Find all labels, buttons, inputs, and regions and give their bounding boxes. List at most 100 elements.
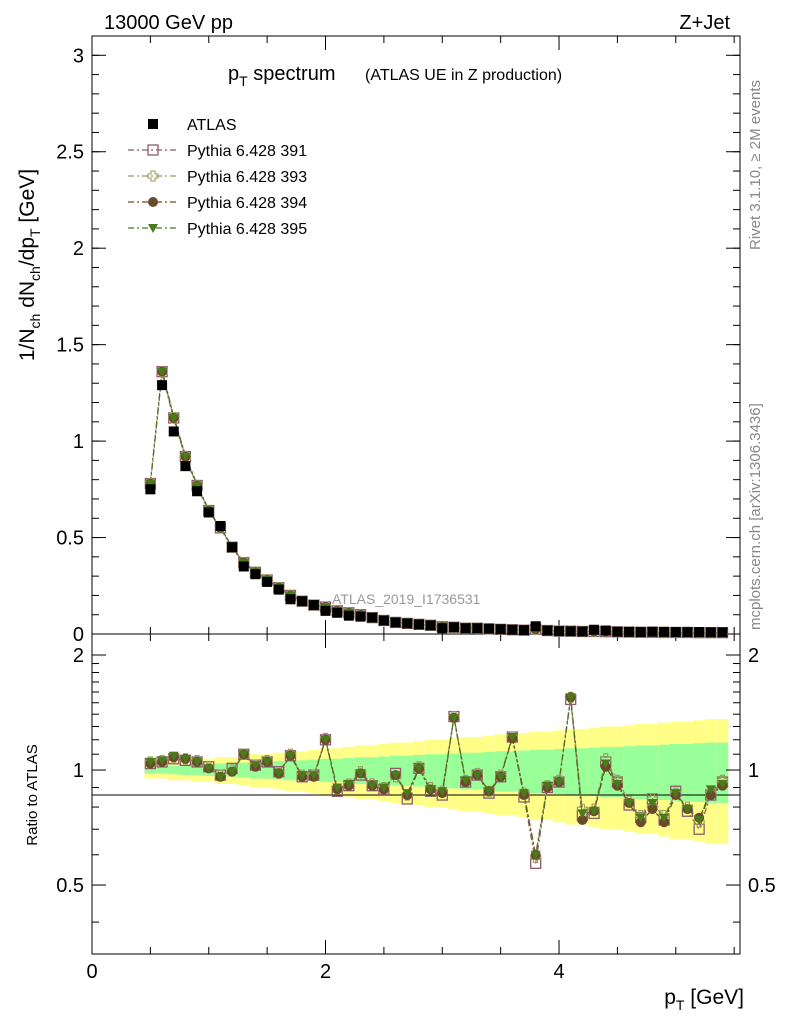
top-mc-point bbox=[168, 413, 179, 423]
ratio-panel-frame bbox=[91, 633, 741, 955]
analysis-watermark: ATLAS_2019_I1736531 bbox=[332, 591, 481, 607]
legend-marker bbox=[148, 224, 158, 233]
top-data-point bbox=[402, 618, 413, 629]
ratio-point bbox=[694, 815, 705, 825]
ratio-point bbox=[530, 850, 541, 860]
top-data-point bbox=[168, 426, 179, 437]
ratio-point bbox=[192, 757, 203, 767]
band-inner-bin bbox=[366, 757, 379, 784]
top-data-point bbox=[448, 622, 459, 633]
top-data-point bbox=[495, 624, 506, 635]
top-data-point bbox=[285, 594, 296, 605]
top-data-point bbox=[297, 596, 308, 607]
band-inner-bin bbox=[401, 755, 414, 786]
top-data-point bbox=[203, 507, 214, 518]
top-data-point bbox=[682, 627, 693, 638]
top-data-point bbox=[180, 461, 191, 472]
ratio-point bbox=[624, 798, 635, 808]
ratio-point bbox=[565, 693, 576, 703]
ratio-point bbox=[262, 757, 273, 767]
top-y-tick-label: 0 bbox=[73, 624, 84, 646]
ratio-point bbox=[519, 789, 529, 799]
band-inner-bin bbox=[506, 751, 519, 792]
legend: ATLAS Pythia 6.428 391 Pythia 6.428 393 Pyt… bbox=[128, 117, 307, 238]
top-data-point bbox=[483, 623, 494, 634]
ratio-point bbox=[647, 804, 658, 815]
legend-marker bbox=[147, 170, 159, 182]
ratio-point bbox=[413, 764, 424, 774]
legend-label: Pythia 6.428 394 bbox=[187, 195, 307, 212]
top-data-point bbox=[343, 610, 354, 621]
top-data-point bbox=[507, 624, 518, 635]
top-data-point bbox=[413, 619, 424, 630]
ratio-point bbox=[507, 733, 518, 743]
title-p: p bbox=[228, 63, 239, 85]
band-inner-bin bbox=[459, 752, 472, 790]
top-data-point bbox=[589, 624, 600, 635]
chart-subtitle: (ATLAS UE in Z production) bbox=[365, 67, 562, 84]
top-data-point bbox=[670, 627, 681, 638]
ratio-point bbox=[682, 805, 693, 815]
band-inner-bin bbox=[167, 765, 180, 775]
ratio-point bbox=[355, 769, 366, 779]
ratio-point bbox=[250, 761, 261, 771]
band-inner-bin bbox=[343, 758, 355, 783]
top-data-point bbox=[390, 617, 401, 628]
band-inner-bin bbox=[634, 745, 647, 799]
band-inner-bin bbox=[156, 766, 168, 774]
top-data-point bbox=[192, 486, 203, 497]
top-data-point bbox=[378, 615, 389, 626]
band-inner-bin bbox=[599, 746, 612, 797]
band-inner-bin bbox=[518, 750, 530, 793]
band-inner-bin bbox=[541, 749, 554, 794]
top-data-point bbox=[332, 607, 343, 618]
rivet-label: Rivet 3.1.10, ≥ 2M events bbox=[747, 80, 764, 250]
top-mc-point bbox=[145, 479, 156, 489]
top-data-point bbox=[647, 626, 658, 637]
top-data-point bbox=[542, 625, 553, 636]
ratio-point bbox=[285, 751, 296, 761]
top-data-point bbox=[215, 520, 226, 531]
band-inner-bin bbox=[284, 760, 297, 781]
ratio-point bbox=[495, 772, 506, 782]
band-inner-bin bbox=[436, 754, 449, 788]
top-y-tick-label: 0.5 bbox=[56, 528, 84, 550]
ratio-point bbox=[168, 751, 179, 761]
legend-label: Pythia 6.428 395 bbox=[187, 221, 307, 238]
band-inner-bin bbox=[611, 746, 624, 797]
legend-marker bbox=[147, 144, 159, 156]
top-y-axis-label: 1/Nch dNch/dpT [GeV] bbox=[16, 169, 43, 361]
axis-ticks: 00.511.522.530.5 0.51 12 20 2 4 bbox=[56, 36, 776, 983]
top-mc-point bbox=[157, 367, 168, 377]
band-inner-bin bbox=[646, 745, 659, 799]
ratio-point bbox=[460, 776, 471, 786]
top-data-point bbox=[262, 576, 273, 587]
ratio-point bbox=[180, 754, 191, 764]
title-rest: spectrum bbox=[248, 63, 336, 85]
ratio-y-tick-label-right: 0.5 bbox=[748, 875, 776, 897]
top-data-point bbox=[635, 627, 646, 638]
top-data-point bbox=[320, 605, 331, 616]
ratio-y-tick-label: 2 bbox=[73, 645, 84, 667]
band-inner-bin bbox=[564, 748, 577, 796]
top-mc-point bbox=[192, 481, 203, 491]
band-inner-bin bbox=[704, 742, 717, 803]
band-inner-bin bbox=[693, 743, 705, 802]
top-data-point bbox=[145, 484, 156, 495]
ratio-y-tick-label-right: 2 bbox=[748, 645, 759, 667]
band-inner-bin bbox=[483, 751, 495, 791]
top-y-tick-label: 2 bbox=[73, 238, 84, 260]
header-right: Z+Jet bbox=[679, 12, 730, 34]
top-data-point bbox=[157, 380, 168, 391]
top-data-point bbox=[694, 627, 705, 638]
x-tick-label: 4 bbox=[553, 961, 564, 983]
ratio-point bbox=[448, 713, 459, 723]
ratio-point bbox=[577, 809, 588, 819]
top-data-point bbox=[717, 627, 728, 638]
ratio-point bbox=[554, 778, 565, 788]
top-y-tick-label: 1 bbox=[73, 431, 84, 453]
x-axis-label: pT [GeV] bbox=[664, 986, 744, 1013]
band-inner-bin bbox=[179, 765, 192, 776]
top-data-series bbox=[145, 380, 728, 638]
legend-marker bbox=[148, 197, 158, 207]
